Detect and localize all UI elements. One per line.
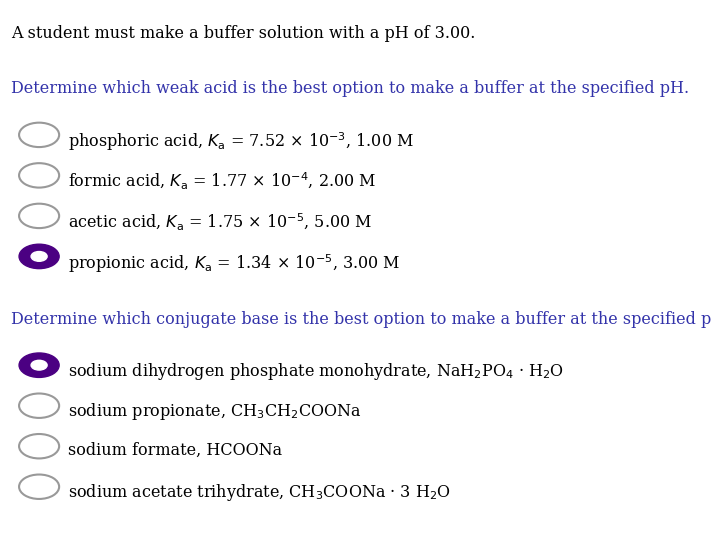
Text: acetic acid, $K_\mathrm{a}$ = 1.75 × 10$^{-5}$, 5.00 M: acetic acid, $K_\mathrm{a}$ = 1.75 × 10$… (68, 211, 372, 233)
Text: propionic acid, $K_\mathrm{a}$ = 1.34 × 10$^{-5}$, 3.00 M: propionic acid, $K_\mathrm{a}$ = 1.34 × … (68, 252, 400, 275)
Ellipse shape (19, 244, 59, 269)
Ellipse shape (31, 251, 47, 261)
Ellipse shape (19, 353, 59, 377)
Text: sodium acetate trihydrate, CH$_3$COONa · 3 H$_2$O: sodium acetate trihydrate, CH$_3$COONa ·… (68, 482, 451, 503)
Text: sodium dihydrogen phosphate monohydrate, NaH$_2$PO$_4$ · H$_2$O: sodium dihydrogen phosphate monohydrate,… (68, 361, 564, 382)
Text: A student must make a buffer solution with a pH of 3.00.: A student must make a buffer solution wi… (11, 25, 475, 42)
Text: formic acid, $K_\mathrm{a}$ = 1.77 × 10$^{-4}$, 2.00 M: formic acid, $K_\mathrm{a}$ = 1.77 × 10$… (68, 171, 376, 192)
Text: phosphoric acid, $K_\mathrm{a}$ = 7.52 × 10$^{-3}$, 1.00 M: phosphoric acid, $K_\mathrm{a}$ = 7.52 ×… (68, 130, 414, 153)
Ellipse shape (31, 360, 47, 370)
Text: sodium formate, HCOONa: sodium formate, HCOONa (68, 442, 282, 459)
Text: Determine which conjugate base is the best option to make a buffer at the specif: Determine which conjugate base is the be… (11, 311, 711, 328)
Text: sodium propionate, CH$_3$CH$_2$COONa: sodium propionate, CH$_3$CH$_2$COONa (68, 401, 361, 422)
Text: Determine which weak acid is the best option to make a buffer at the specified p: Determine which weak acid is the best op… (11, 80, 689, 98)
